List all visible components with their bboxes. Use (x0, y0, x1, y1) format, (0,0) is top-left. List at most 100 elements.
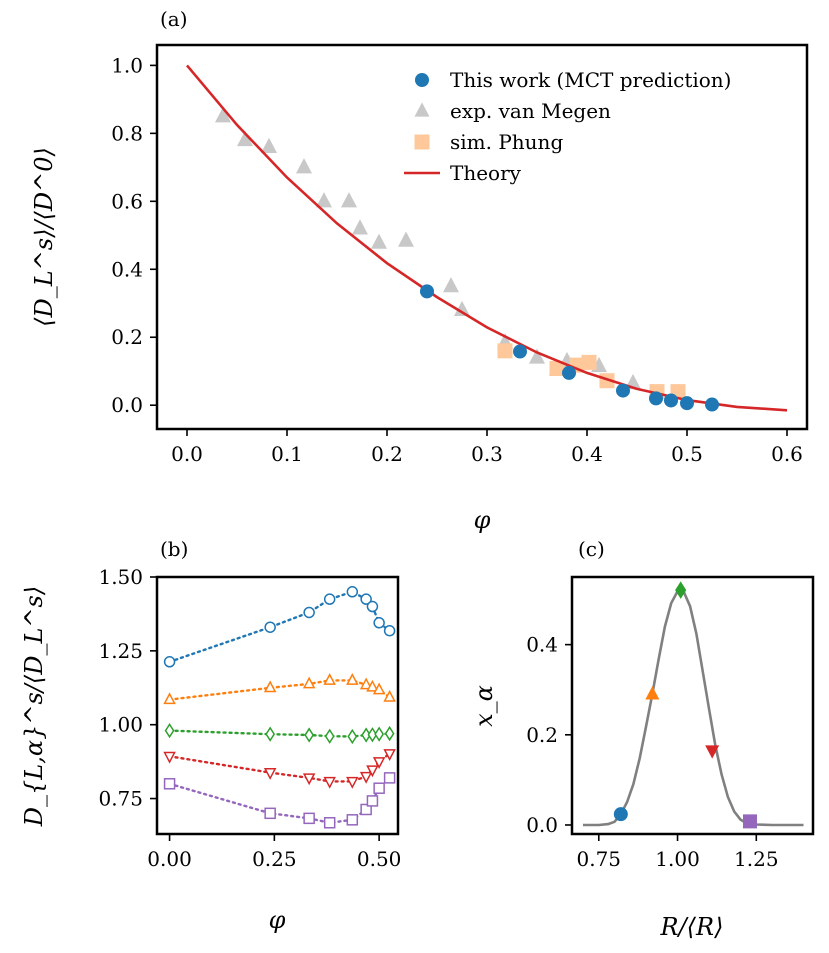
panel-b-point (264, 807, 276, 820)
van-megen-point (296, 158, 312, 174)
panel-b-point (346, 776, 359, 789)
panel-b-point (383, 749, 396, 762)
panel-c-marks (583, 581, 804, 829)
van-megen-point (352, 219, 368, 235)
panel-c-xtick-label: 0.75 (577, 847, 622, 871)
panel-b-point (366, 679, 379, 692)
panel-b-point (263, 680, 277, 693)
panel-b-point (163, 778, 176, 790)
panel-b-point (323, 673, 336, 685)
panel-b-frame (155, 575, 400, 836)
panel-b-point (374, 726, 385, 742)
panel-b-point (304, 727, 315, 743)
panel-label-b: (b) (160, 537, 188, 561)
panel-b-point (302, 773, 316, 786)
panel-b-series-line (168, 590, 391, 663)
panel-b-point (367, 727, 378, 743)
van-megen-point (371, 233, 387, 249)
panel-a-marks (186, 64, 788, 412)
panel-a-ytick-label: 0.6 (111, 189, 143, 213)
panel-label-a: (a) (160, 7, 188, 31)
panel-b-point (164, 722, 175, 739)
panel-b-point (366, 765, 379, 778)
panel-c-point (675, 581, 687, 599)
van-megen-point (261, 137, 277, 153)
panel-b-point (265, 726, 276, 742)
phung-point (497, 343, 513, 359)
panel-c-frame (570, 575, 815, 836)
panel-b-xtick-label: 0.25 (252, 847, 297, 871)
panel-b-point (163, 751, 176, 764)
panel-b-point (303, 812, 315, 825)
panel-b-point (372, 757, 386, 769)
legend-label: Theory (450, 161, 522, 185)
panel-b-ticks: 0.00 0.25 0.50 0.75 1.00 1.25 1.50 (98, 565, 401, 871)
panel-b-point (373, 617, 385, 629)
panel-c-ytick-label: 0.4 (526, 633, 558, 657)
panel-c-xtick-label: 1.25 (734, 847, 779, 871)
panel-b-point (359, 771, 373, 784)
van-megen-point (316, 192, 332, 208)
van-megen-point (454, 300, 470, 317)
size-distribution-curve (583, 588, 804, 827)
this-work-point (562, 365, 576, 380)
panel-b-point (360, 803, 372, 816)
panel-b-ytick-label: 0.75 (98, 787, 143, 811)
van-megen-point (443, 277, 459, 293)
panel-c-xtick-label: 1.00 (655, 847, 700, 871)
panel-c: (c) 0.75 1.00 1.25 0.0 0.2 0.4 R/⟨R⟩ x_α (470, 537, 815, 941)
phung-point (549, 361, 565, 377)
this-work-point (680, 396, 694, 411)
legend-label: This work (MCT prediction) (450, 68, 731, 92)
panel-c-point (613, 807, 628, 822)
panel-b-point (383, 625, 396, 637)
legend-label: exp. van Megen (450, 99, 611, 123)
panel-b-ytick-label: 1.00 (98, 713, 143, 737)
panel-b-point (346, 586, 359, 598)
panel-a-xtick-label: 0.5 (671, 442, 703, 466)
panel-b-ylabel: D_{L,α}^s/⟨D_L^s⟩ (20, 586, 48, 827)
panel-b-point (323, 593, 336, 605)
panel-c-ylabel-text: x_α (470, 685, 498, 727)
panel-a-ytick-label: 0.4 (111, 257, 143, 281)
panel-c-ticks: 0.75 1.00 1.25 0.0 0.2 0.4 (526, 633, 778, 871)
panel-a-ytick-label: 0.2 (111, 325, 143, 349)
this-work-point (616, 383, 630, 398)
panel-a-ytick-label: 0.0 (111, 393, 143, 417)
panel-label-c: (c) (578, 537, 605, 561)
panel-b-xtick-label: 0.50 (357, 847, 402, 871)
panel-c-ytick-label: 0.0 (526, 813, 558, 837)
panel-b-ytick-label: 1.50 (98, 565, 143, 589)
legend-label: sim. Phung (450, 130, 563, 154)
panel-a-xtick-label: 0.4 (571, 442, 603, 466)
panel-b-point (264, 621, 276, 633)
panel-b-ytick-label: 1.25 (98, 639, 143, 663)
van-megen-point (237, 130, 253, 147)
panel-b: (b) 0.00 0.25 0.50 0.75 1.00 1.25 1.50 φ D_{L,… (20, 537, 401, 934)
panel-a-ylabel-text: ⟨D_L^s⟩/⟨D^0⟩ (30, 147, 58, 327)
panel-b-point (359, 677, 373, 690)
panel-b-point (360, 593, 372, 605)
panel-a-legend: This work (MCT prediction) exp. van Megen… (404, 68, 731, 185)
panel-b-point (324, 728, 335, 744)
panel-a-ytick-label: 0.8 (111, 121, 143, 145)
panel-b-point (384, 725, 395, 742)
panel-b-point (346, 673, 359, 685)
panel-b-point (366, 795, 379, 807)
panel-b-point (383, 689, 396, 702)
panel-b-xtick-label: 0.00 (147, 847, 192, 871)
legend-swatch (414, 134, 430, 150)
this-work-point (664, 393, 678, 408)
panel-c-xlabel: R/⟨R⟩ (660, 913, 724, 941)
panel-b-point (373, 782, 385, 794)
van-megen-point (215, 107, 231, 123)
panel-b-point (346, 814, 359, 826)
this-work-point (649, 391, 663, 406)
panel-c-point (645, 686, 660, 700)
this-work-point (513, 344, 527, 359)
panel-b-point (323, 776, 336, 789)
panel-a-ytick-label: 1.0 (111, 53, 143, 77)
panel-a-xtick-label: 0.3 (471, 442, 503, 466)
panel-b-point (163, 692, 176, 705)
